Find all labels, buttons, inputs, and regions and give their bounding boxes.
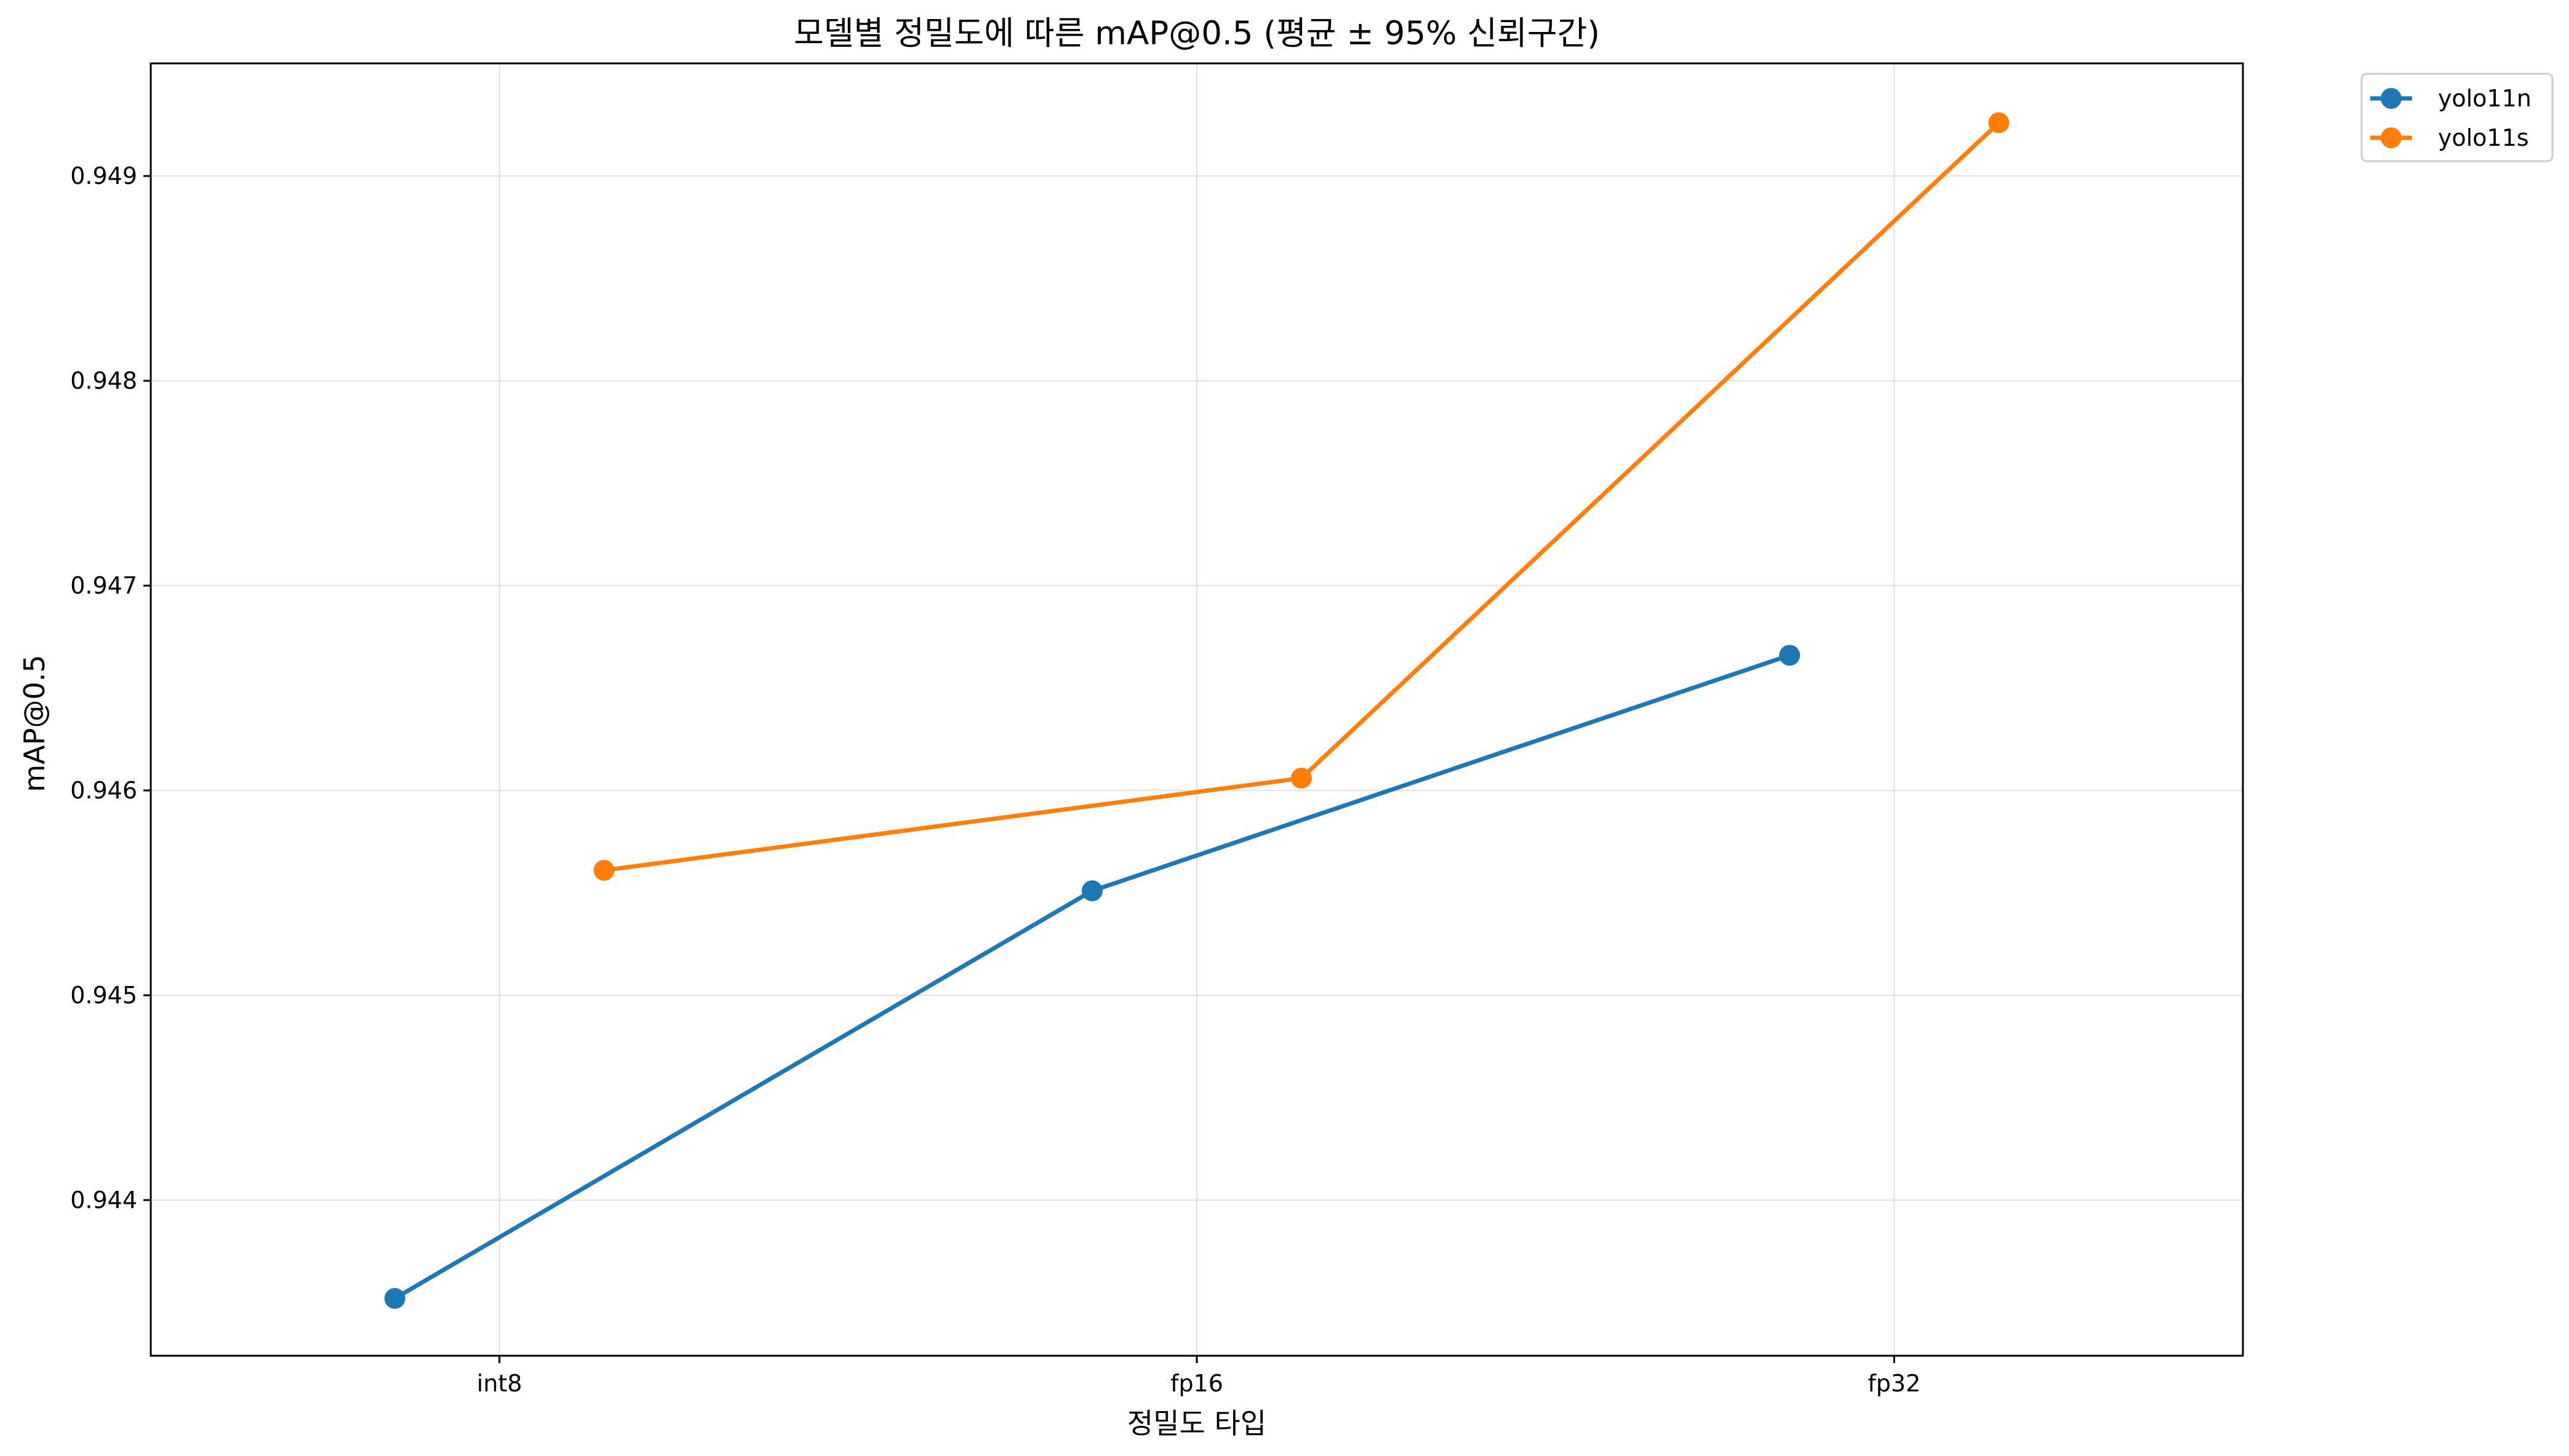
series-line-yolo11s bbox=[601, 119, 2002, 873]
legend-label-yolo11s: yolo11s bbox=[2438, 124, 2529, 151]
y-axis-ticks: 0.944 0.945 0.946 0.947 0.948 0.949 bbox=[70, 162, 151, 1214]
series-layer bbox=[384, 112, 2010, 1309]
legend-marker-yolo11n bbox=[2381, 88, 2402, 109]
x-axis-label: 정밀도 타입 bbox=[1127, 1407, 1266, 1440]
y-tick-label: 0.949 bbox=[70, 162, 137, 189]
grid-layer bbox=[151, 63, 2243, 1356]
series-line-yolo11n bbox=[391, 652, 1792, 1302]
x-tick-label: fp32 bbox=[1868, 1370, 1920, 1397]
x-tick-label: fp16 bbox=[1170, 1370, 1223, 1397]
x-tick-label: int8 bbox=[477, 1370, 522, 1397]
series-yolo11n bbox=[384, 645, 1800, 1309]
data-point-yolo11n bbox=[384, 1287, 406, 1309]
legend-label-yolo11n: yolo11n bbox=[2438, 85, 2531, 112]
y-tick-label: 0.945 bbox=[70, 982, 137, 1009]
chart-title: 모델별 정밀도에 따른 mAP@0.5 (평균 ± 95% 신뢰구간) bbox=[794, 15, 1600, 52]
data-point-yolo11n bbox=[1779, 645, 1800, 666]
y-tick-label: 0.946 bbox=[70, 777, 137, 804]
y-tick-label: 0.948 bbox=[70, 367, 137, 394]
y-axis-label: mAP@0.5 bbox=[18, 654, 51, 792]
data-point-yolo11s bbox=[1988, 112, 2010, 133]
x-axis-ticks: int8 fp16 fp32 bbox=[477, 1356, 1920, 1397]
y-tick-label: 0.944 bbox=[70, 1187, 137, 1214]
legend-marker-yolo11s bbox=[2381, 127, 2402, 148]
data-point-yolo11s bbox=[1291, 768, 1312, 789]
data-point-yolo11n bbox=[1082, 880, 1103, 902]
series-yolo11s bbox=[593, 112, 2010, 881]
y-tick-label: 0.947 bbox=[70, 572, 137, 599]
data-point-yolo11s bbox=[593, 859, 615, 881]
legend: yolo11n yolo11s bbox=[2360, 73, 2554, 162]
